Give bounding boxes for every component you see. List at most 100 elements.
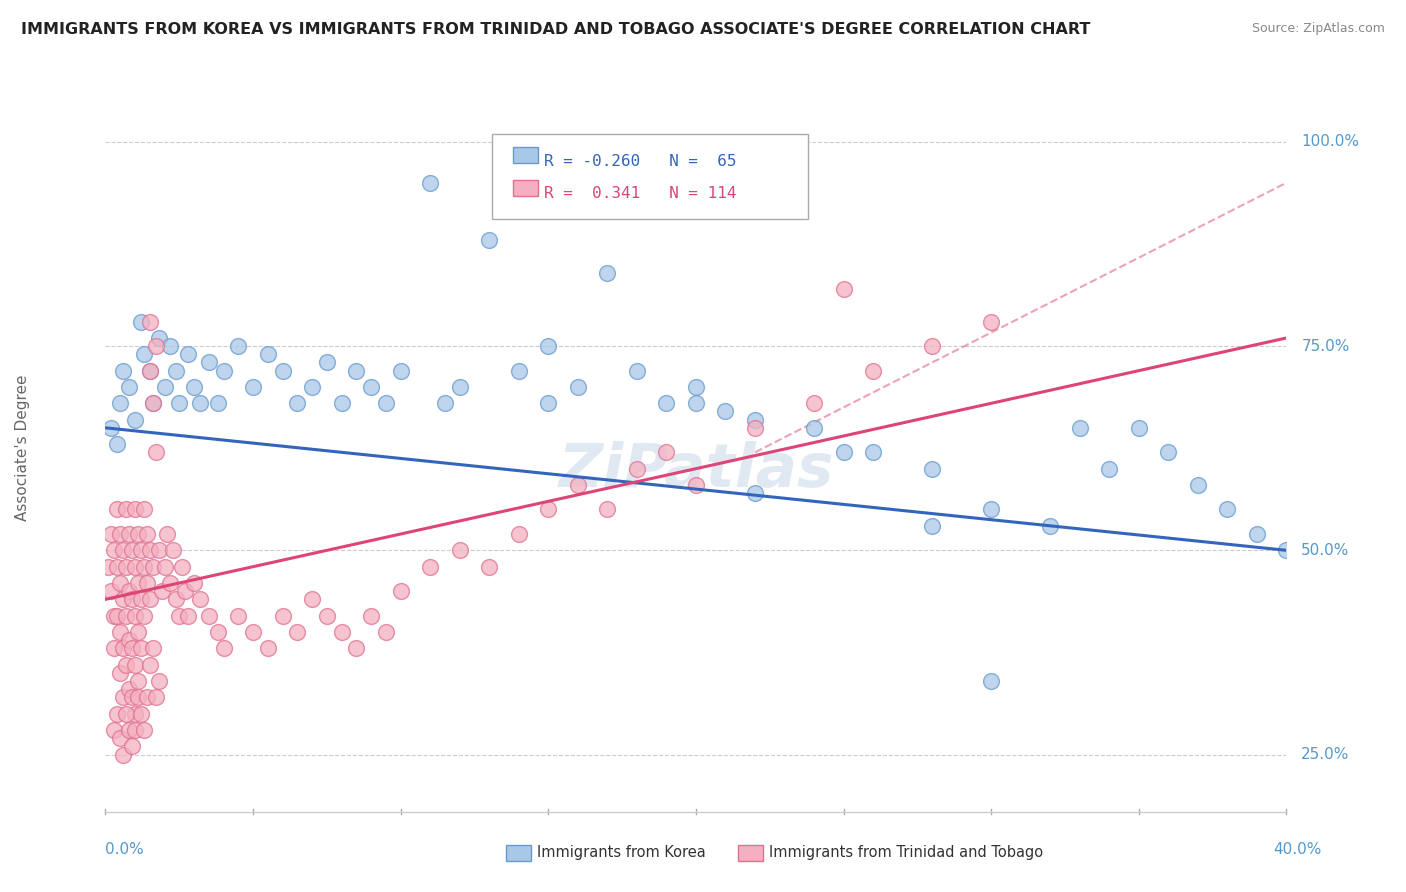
Point [118,633,141,648]
Point [537,339,560,353]
Point [129,543,152,558]
Point [159,339,181,353]
Point [105,706,128,721]
Point [346,364,368,378]
Point [169,396,191,410]
Text: Source: ZipAtlas.com: Source: ZipAtlas.com [1251,22,1385,36]
Point [257,641,280,656]
Point [112,747,135,762]
Point [301,380,323,394]
Point [138,364,162,378]
Point [142,641,165,656]
Point [980,502,1002,516]
Point [129,641,152,656]
Point [138,315,162,329]
Point [100,527,122,541]
Point [110,665,132,680]
Point [389,364,412,378]
Point [127,673,149,688]
Point [150,584,173,599]
Point [537,396,560,410]
Point [287,396,309,410]
Point [124,502,146,516]
Point [330,625,353,640]
Point [145,690,167,705]
Point [301,592,323,607]
Point [121,543,143,558]
Point [315,608,337,623]
Point [271,364,294,378]
Point [197,608,219,623]
Point [183,380,205,394]
Point [330,396,353,410]
Point [115,657,138,672]
Text: 25.0%: 25.0% [1302,747,1350,762]
Point [132,608,155,623]
Point [626,364,648,378]
Point [744,412,766,426]
Point [115,502,138,516]
Point [103,543,125,558]
Point [508,364,530,378]
Point [685,478,707,492]
Point [478,233,501,247]
Point [655,445,678,459]
Point [449,380,471,394]
Point [165,364,187,378]
Text: Immigrants from Trinidad and Tobago: Immigrants from Trinidad and Tobago [769,846,1043,860]
Point [419,176,441,190]
Point [112,543,135,558]
Point [212,364,235,378]
Point [980,673,1002,688]
Point [148,331,170,345]
Point [142,396,165,410]
Point [212,641,235,656]
Point [360,380,382,394]
Point [118,527,141,541]
Text: 75.0%: 75.0% [1302,339,1350,353]
Point [97,559,120,574]
Point [162,543,184,558]
Point [135,690,157,705]
Point [142,396,165,410]
Point [124,657,146,672]
Point [714,404,737,418]
Point [115,706,138,721]
Point [271,608,294,623]
Point [105,608,128,623]
Point [1157,445,1180,459]
Point [207,396,229,410]
Point [148,673,170,688]
Point [124,559,146,574]
Point [129,592,152,607]
Point [921,518,943,533]
Point [132,502,155,516]
Point [287,625,309,640]
Point [803,396,825,410]
Point [433,396,456,410]
Point [138,592,162,607]
Point [655,396,678,410]
Point [626,461,648,475]
Point [132,559,155,574]
Point [228,339,250,353]
Point [188,396,211,410]
Point [138,657,162,672]
Point [129,315,152,329]
Point [135,576,157,591]
Point [110,731,132,746]
Text: 100.0%: 100.0% [1302,135,1360,150]
Point [183,576,205,591]
Point [374,396,398,410]
Point [121,592,143,607]
Point [100,584,122,599]
Point [596,266,619,280]
Point [118,380,141,394]
Text: R = -0.260   N =  65: R = -0.260 N = 65 [544,154,737,169]
Point [132,347,155,361]
Point [148,543,170,558]
Point [132,723,155,737]
Point [174,584,197,599]
Point [110,576,132,591]
Point [862,364,884,378]
